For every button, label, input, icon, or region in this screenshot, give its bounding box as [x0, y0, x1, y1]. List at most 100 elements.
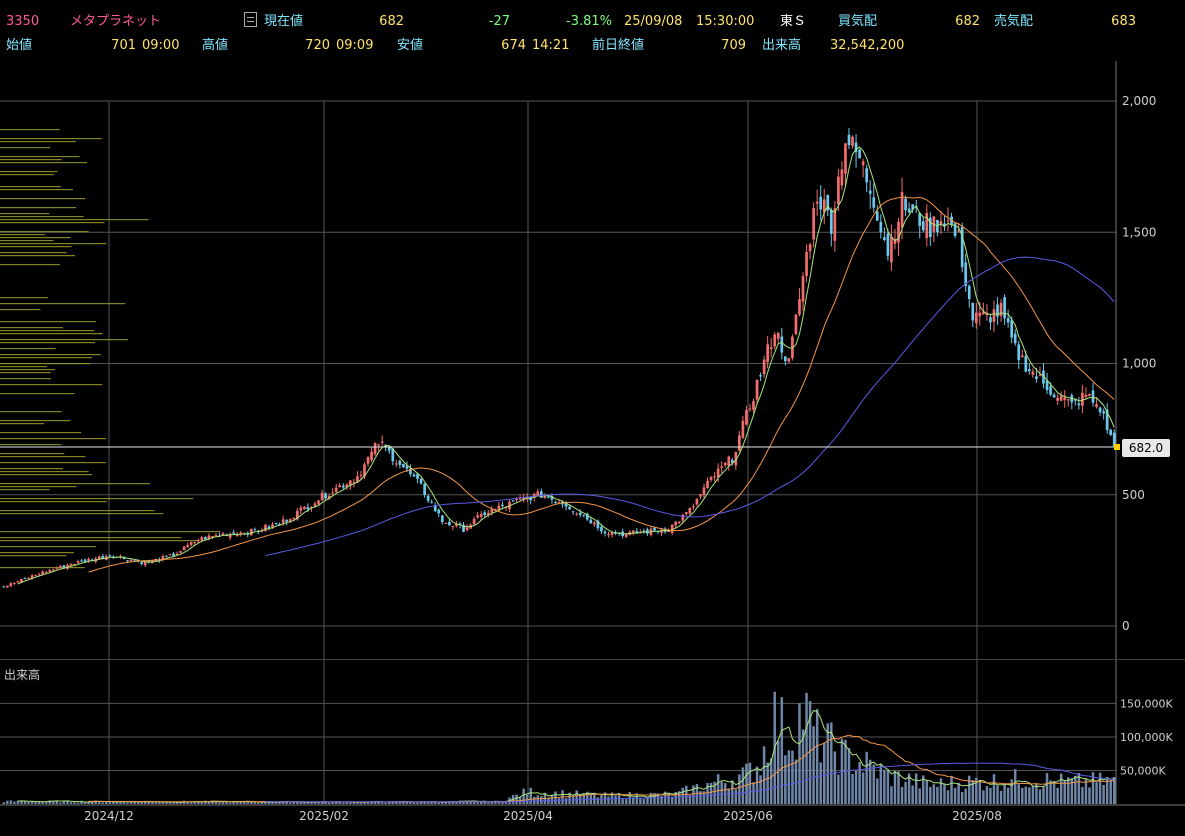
- volume-bar: [985, 786, 989, 804]
- candle-body: [140, 562, 144, 565]
- candle-body: [635, 531, 639, 534]
- stock-code[interactable]: 3350: [6, 14, 40, 29]
- candle-body: [419, 478, 423, 484]
- candle-body: [692, 506, 695, 508]
- candle-body: [409, 468, 412, 475]
- volume-bar: [243, 800, 246, 804]
- current-price-label: 現在値: [264, 14, 304, 29]
- volume-profile-bar: [0, 219, 149, 221]
- document-icon[interactable]: [244, 12, 257, 27]
- candle-body: [847, 134, 851, 146]
- volume-bar: [483, 800, 486, 804]
- volume-bar: [23, 801, 27, 804]
- candle-body: [479, 514, 483, 517]
- candle-body: [1081, 392, 1084, 406]
- volume-profile-bar: [0, 330, 94, 332]
- volume-bar: [929, 786, 932, 804]
- volume-profile-bar: [0, 462, 106, 464]
- volume-bar: [695, 783, 699, 804]
- candle-body: [341, 485, 345, 488]
- candle-body: [875, 211, 879, 221]
- volume-bar: [837, 774, 840, 804]
- candle-body: [550, 496, 554, 500]
- volume-bar: [893, 770, 897, 804]
- volume-bar: [1028, 787, 1031, 804]
- volume-bar: [207, 801, 211, 804]
- candle-body: [80, 560, 83, 562]
- candle-body: [596, 520, 600, 529]
- candle-body: [303, 506, 306, 510]
- candle-body: [310, 506, 313, 508]
- candle-body: [897, 221, 900, 243]
- volume-bar: [151, 802, 154, 804]
- candle-body: [129, 559, 133, 561]
- candle-body: [161, 556, 165, 560]
- candle-body: [699, 494, 702, 497]
- volume-bar: [996, 785, 999, 804]
- candle-body: [812, 208, 815, 240]
- volume-bar: [777, 741, 780, 804]
- volume-profile-bar: [0, 384, 103, 386]
- volume-profile-bar: [0, 255, 76, 257]
- volume-bar: [1074, 775, 1077, 804]
- volume-bar: [490, 801, 494, 804]
- volume-bar: [823, 742, 826, 804]
- x-tick-label: 2025/02: [299, 809, 349, 823]
- volume-bar: [412, 802, 416, 804]
- volume-bar: [787, 750, 791, 804]
- candle-body: [1042, 370, 1045, 384]
- volume-bar: [186, 801, 189, 804]
- volume-bar: [221, 801, 225, 804]
- volume-bar: [840, 738, 844, 804]
- volume-bar: [16, 800, 20, 804]
- price-chart[interactable]: 2,000 1,500 1,000 500 0 150,000K 100,000K 50,00…: [0, 60, 1185, 836]
- volume-profile-bar: [0, 474, 92, 476]
- volume-bar: [593, 792, 596, 804]
- volume-bar: [416, 801, 419, 804]
- candle-body: [939, 221, 943, 225]
- candle-body: [1109, 429, 1113, 435]
- x-tick-label: 2024/12: [84, 809, 134, 823]
- candle-body: [681, 514, 685, 521]
- candle-body: [709, 477, 713, 480]
- volume-profile-bar: [0, 513, 164, 515]
- candle-body: [366, 457, 370, 464]
- volume-profile-bar: [0, 333, 103, 335]
- candle-body: [568, 506, 571, 510]
- volume-bar: [90, 801, 94, 804]
- volume-bar: [320, 801, 324, 804]
- volume-bar: [30, 801, 34, 804]
- volume-bar: [1045, 773, 1049, 804]
- volume-profile-bar: [0, 198, 86, 200]
- volume-bar: [607, 796, 610, 804]
- candle-body: [868, 190, 872, 194]
- candle-body: [363, 464, 366, 477]
- candle-body: [41, 571, 45, 575]
- candle-body: [543, 496, 547, 498]
- volume-bar: [851, 773, 854, 804]
- candle-body: [147, 560, 151, 563]
- volume-bar: [274, 802, 278, 804]
- volume-bar: [264, 802, 267, 804]
- volume-bar: [338, 801, 341, 804]
- volume-bar: [55, 800, 59, 804]
- stock-name[interactable]: メタプラネット: [70, 14, 162, 29]
- volume-profile-bar: [0, 489, 50, 491]
- volume-bar: [292, 802, 295, 804]
- candle-body: [589, 519, 593, 524]
- candle-body: [918, 212, 922, 227]
- volume-bar: [451, 801, 455, 804]
- low-value: 674: [501, 38, 526, 53]
- candle-body: [380, 441, 384, 443]
- candle-body: [97, 556, 101, 560]
- candle-body: [501, 504, 504, 507]
- last-price-marker: [1114, 443, 1120, 450]
- volume-bar: [303, 802, 306, 804]
- candle-body: [805, 251, 808, 277]
- volume-bar: [575, 790, 578, 804]
- volume-bar: [136, 802, 140, 804]
- candle-body: [851, 136, 854, 146]
- candle-body: [214, 535, 218, 537]
- volume-profile-bar: [0, 483, 150, 485]
- candle-body: [688, 507, 692, 514]
